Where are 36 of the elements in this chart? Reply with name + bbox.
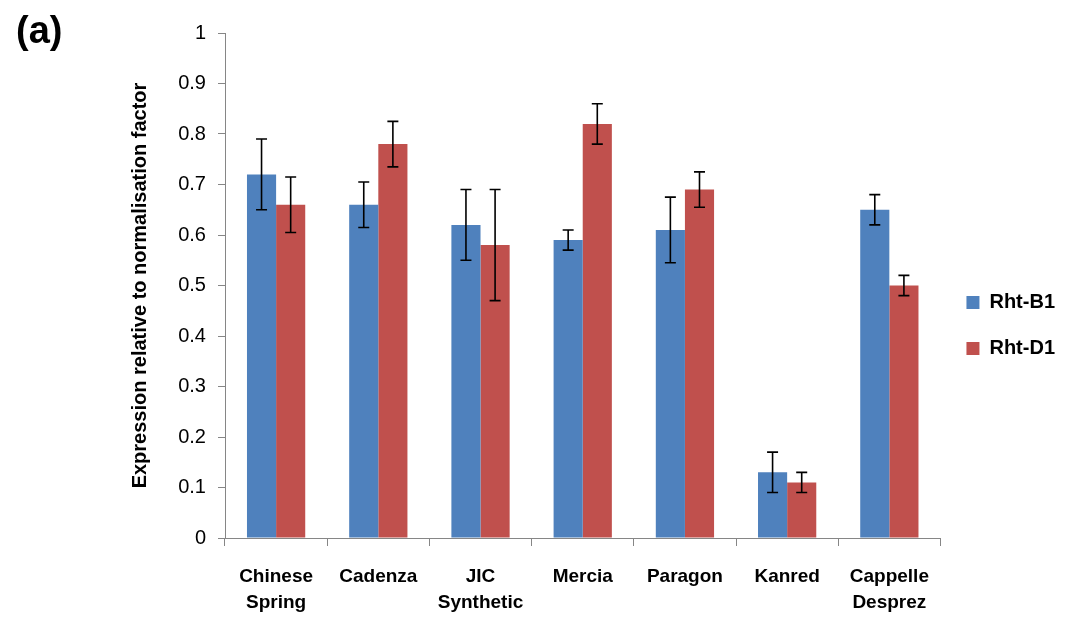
x-tick-label: Chinese Spring — [239, 565, 314, 612]
x-tick-label: JIC Synthetic — [437, 565, 524, 612]
bar — [860, 209, 890, 538]
bar — [889, 285, 919, 538]
text: (a) — [16, 9, 63, 52]
y-tick-label: 0.3 — [178, 374, 206, 397]
bar — [787, 482, 817, 538]
y-tick-label: 0.1 — [178, 475, 206, 498]
bar — [276, 204, 306, 538]
bar — [758, 472, 788, 538]
y-tick-label: 0.4 — [178, 323, 206, 346]
y-tick-label: 1 — [194, 20, 206, 43]
y-tick-label: 0.5 — [178, 273, 206, 296]
y-tick-label: 0.2 — [178, 424, 206, 447]
bar — [553, 240, 583, 538]
x-tick-label: Cadenza — [339, 565, 418, 587]
bar — [246, 174, 277, 538]
bar — [582, 123, 612, 538]
x-tick-label: Paragon — [646, 565, 723, 587]
bar — [378, 144, 408, 538]
y-tick-label: 0 — [194, 525, 206, 548]
y-tick-label: 0.7 — [178, 172, 206, 195]
bar — [655, 229, 685, 538]
bar — [349, 204, 379, 538]
bar — [684, 189, 715, 538]
legend-label: Rht-B1 — [989, 290, 1055, 313]
bar — [480, 245, 510, 538]
y-tick-label: 0.9 — [178, 71, 206, 94]
x-tick-label: Mercia — [552, 565, 614, 587]
x-tick-label: Kanred — [754, 565, 820, 587]
legend-label: Rht-D1 — [989, 336, 1055, 359]
bar — [451, 224, 481, 538]
y-axis-title: Expression relative to normalisation factor — [127, 82, 150, 489]
y-tick-label: 0.6 — [178, 222, 206, 245]
x-tick-label: Cappelle Desprez — [849, 565, 929, 612]
y-tick-label: 0.8 — [178, 121, 206, 144]
